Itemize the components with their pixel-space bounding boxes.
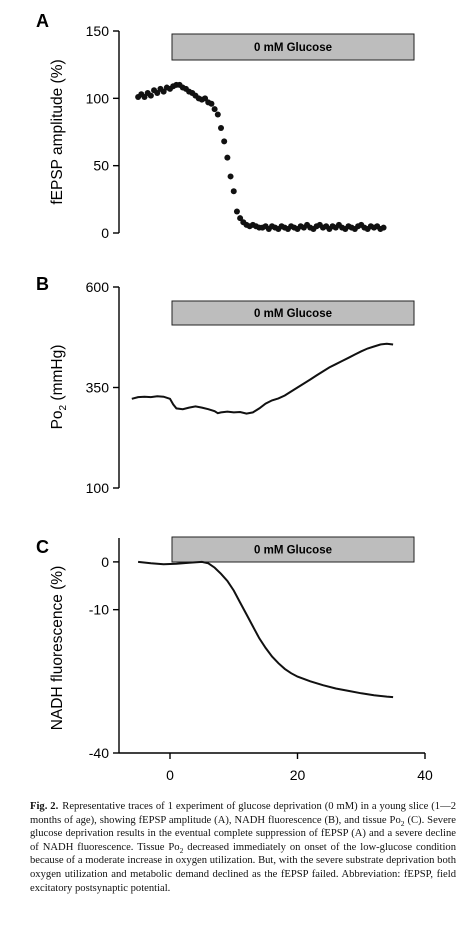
caption-text-3: decreased immediately on onset of the lo… [30, 841, 456, 894]
data-point [237, 215, 244, 222]
condition-label: 0 mM Glucose [254, 42, 332, 54]
data-point [230, 188, 237, 195]
y-tick-label: 0 [101, 225, 109, 241]
panel-letter: A [36, 11, 49, 31]
panel-letter: C [36, 537, 49, 557]
data-point [147, 92, 154, 99]
panel-a: A 0 50 100 150 fEPSP amplitude (%) 0 mM Glucos… [36, 11, 415, 241]
data-point [214, 111, 221, 118]
data-point [233, 208, 240, 215]
data-point [211, 106, 218, 113]
condition-bar [171, 300, 415, 326]
caption-text-2: (C). Severe glucose deprivation results … [30, 814, 456, 853]
data-point [227, 173, 234, 180]
data-point [221, 138, 228, 145]
y-tick-label: -40 [89, 745, 109, 761]
y-axis-label-part: Po [49, 410, 66, 429]
caption-label: Fig. 2. [30, 801, 59, 812]
condition-label: 0 mM Glucose [254, 308, 332, 320]
data-point [160, 88, 167, 95]
data-point [224, 154, 231, 161]
y-axis-label-part: (mmHg) [49, 345, 66, 405]
y-axis-label-sub: 2 [58, 404, 69, 410]
y-tick-label: 50 [93, 158, 109, 174]
condition-label: 0 mM Glucose [254, 545, 332, 557]
y-axis-label: NADH fluorescence (%) [49, 566, 66, 731]
y-tick-label: 100 [86, 480, 110, 496]
data-point [202, 95, 209, 102]
data-point [141, 93, 148, 100]
y-tick-label: 600 [86, 279, 110, 295]
y-axis-label: fEPSP amplitude (%) [49, 59, 66, 204]
y-tick-label: 100 [86, 90, 110, 106]
y-tick-label: -10 [89, 602, 109, 618]
panel-b: B 100 350 600 Po2 (mmHg) 0 mM Glucose [36, 274, 415, 496]
series-line [131, 342, 394, 415]
data-point [380, 224, 387, 231]
y-tick-label: 0 [101, 554, 109, 570]
series-line [137, 560, 394, 699]
y-tick-label: 150 [86, 23, 110, 39]
panel-c: C 0 -10 -40 NADH fluorescence (%) 0 mM Glucos… [36, 536, 433, 783]
caption-text-1: Representative traces of 1 experiment of… [30, 801, 456, 826]
x-tick-label: 0 [166, 767, 174, 783]
figure-panels: A 0 50 100 150 fEPSP amplitude (%) 0 mM Glucos… [36, 11, 433, 783]
y-axis-label: Po2 (mmHg) [49, 345, 69, 430]
panel-letter: B [36, 274, 49, 294]
figure-caption: Fig. 2. Representative traces of 1 experi… [30, 800, 456, 895]
condition-bar [171, 33, 415, 61]
data-point [208, 100, 215, 107]
x-tick-label: 20 [290, 767, 306, 783]
x-tick-label: 40 [417, 767, 433, 783]
condition-bar [171, 536, 415, 563]
data-point [218, 124, 224, 131]
caption-sub-1: 2 [400, 818, 405, 828]
caption-sub-2: 2 [179, 845, 184, 855]
y-tick-label: 350 [86, 380, 110, 396]
data-point [154, 89, 161, 96]
